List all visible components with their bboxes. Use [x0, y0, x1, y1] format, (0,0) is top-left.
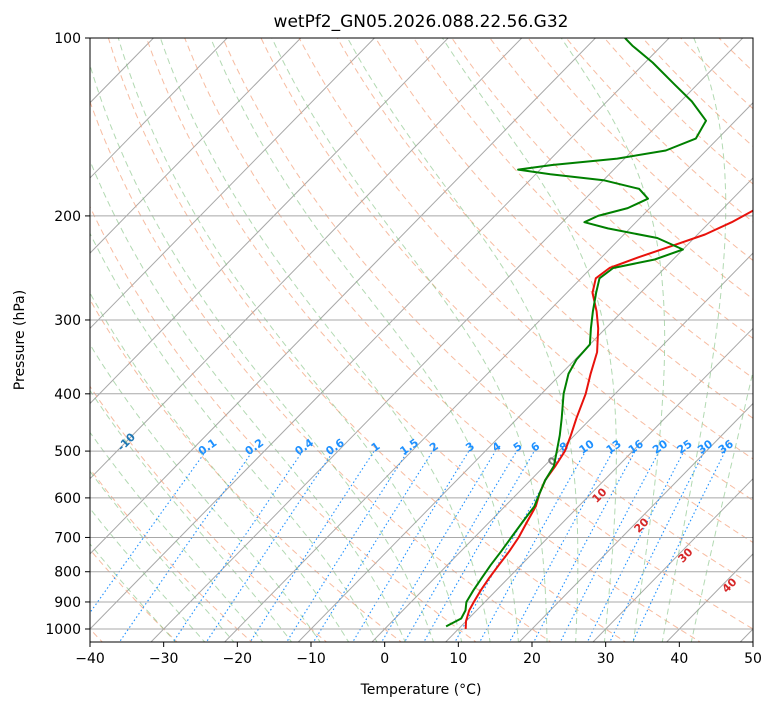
isotherm-line — [223, 102, 753, 642]
y-tick-label: 300 — [54, 313, 81, 329]
x-axis: −40 −30 −20 −10 0 10 20 30 40 50 — [75, 642, 762, 667]
mixing-ratio-line — [286, 450, 409, 642]
x-tick-label: 10 — [449, 651, 467, 667]
moist-adiabat-line — [90, 232, 378, 642]
profiles — [445, 38, 753, 630]
isotherm-line — [518, 402, 753, 642]
y-tick-label: 800 — [54, 565, 81, 581]
plot-area — [90, 38, 753, 642]
isotherm-line — [150, 38, 744, 642]
mixing-ratio-line — [312, 450, 434, 642]
dry-adiabat-line — [336, 38, 753, 460]
mixing-ratio-line — [118, 450, 254, 642]
chart-title: wetPf2_GN05.2026.088.22.56.G32 — [274, 12, 569, 32]
plot-frame — [89, 37, 754, 643]
y-tick-label: 500 — [54, 444, 81, 460]
isotherm-line — [90, 38, 302, 254]
x-tick-label: −40 — [75, 651, 105, 667]
mixing-ratio-line — [380, 450, 496, 642]
moist-adiabat-line — [90, 159, 406, 642]
x-tick-label: −20 — [223, 651, 253, 667]
dry-adiabat-label: -20 — [32, 396, 55, 419]
mixing-ratio-line — [205, 450, 334, 642]
x-tick-label: −30 — [149, 651, 179, 667]
y-tick-label: 600 — [54, 491, 81, 507]
x-axis-label: Temperature (°C) — [360, 682, 482, 698]
y-tick-label: 900 — [54, 595, 81, 611]
mixing-ratio-line — [90, 450, 207, 614]
isotherm-line — [90, 38, 523, 480]
dry-adiabat-line — [222, 38, 753, 586]
dry-adiabat-line — [413, 38, 753, 379]
isotherm-line — [90, 38, 228, 179]
y-tick-label: 1000 — [45, 622, 81, 638]
mixing-ratio-line — [249, 450, 375, 642]
isotherm-line — [90, 38, 376, 330]
x-tick-label: 0 — [380, 651, 389, 667]
mixing-ratio-line — [172, 450, 304, 642]
y-axis: 1000 900 800 700 600 500 400 300 200 100 — [45, 31, 90, 638]
x-tick-label: 20 — [523, 651, 541, 667]
x-tick-label: 50 — [744, 651, 762, 667]
x-tick-label: −10 — [296, 651, 326, 667]
x-tick-label: 30 — [597, 651, 615, 667]
isotherm-line — [592, 477, 753, 642]
y-tick-label: 700 — [54, 530, 81, 546]
mixing-ratio-line — [508, 450, 614, 642]
y-tick-label: 200 — [54, 209, 81, 225]
y-tick-label: 100 — [54, 31, 81, 47]
dry-adiabat-line — [145, 38, 702, 642]
isotherm-line — [444, 327, 753, 642]
dry-adiabat-line — [260, 38, 753, 544]
isotherm-line — [90, 38, 597, 555]
isotherm-line — [371, 252, 753, 642]
isotherm-line — [90, 38, 449, 405]
dry-adiabat-line — [90, 298, 403, 642]
dry-adiabat-line — [374, 38, 753, 419]
mixing-ratio-line — [559, 450, 660, 642]
temperature-profile-line — [464, 209, 753, 630]
y-tick-label: 400 — [54, 387, 81, 403]
mixing-ratio-line — [533, 450, 636, 642]
mixing-ratio-line — [403, 450, 518, 642]
mixing-ratio-line — [632, 450, 726, 642]
isotherm-line — [297, 177, 753, 642]
x-tick-label: 40 — [670, 651, 688, 667]
y-axis-label: Pressure (hPa) — [12, 290, 28, 390]
dry-adiabat-line — [298, 38, 753, 501]
dewpoint-profile-line — [445, 38, 707, 628]
